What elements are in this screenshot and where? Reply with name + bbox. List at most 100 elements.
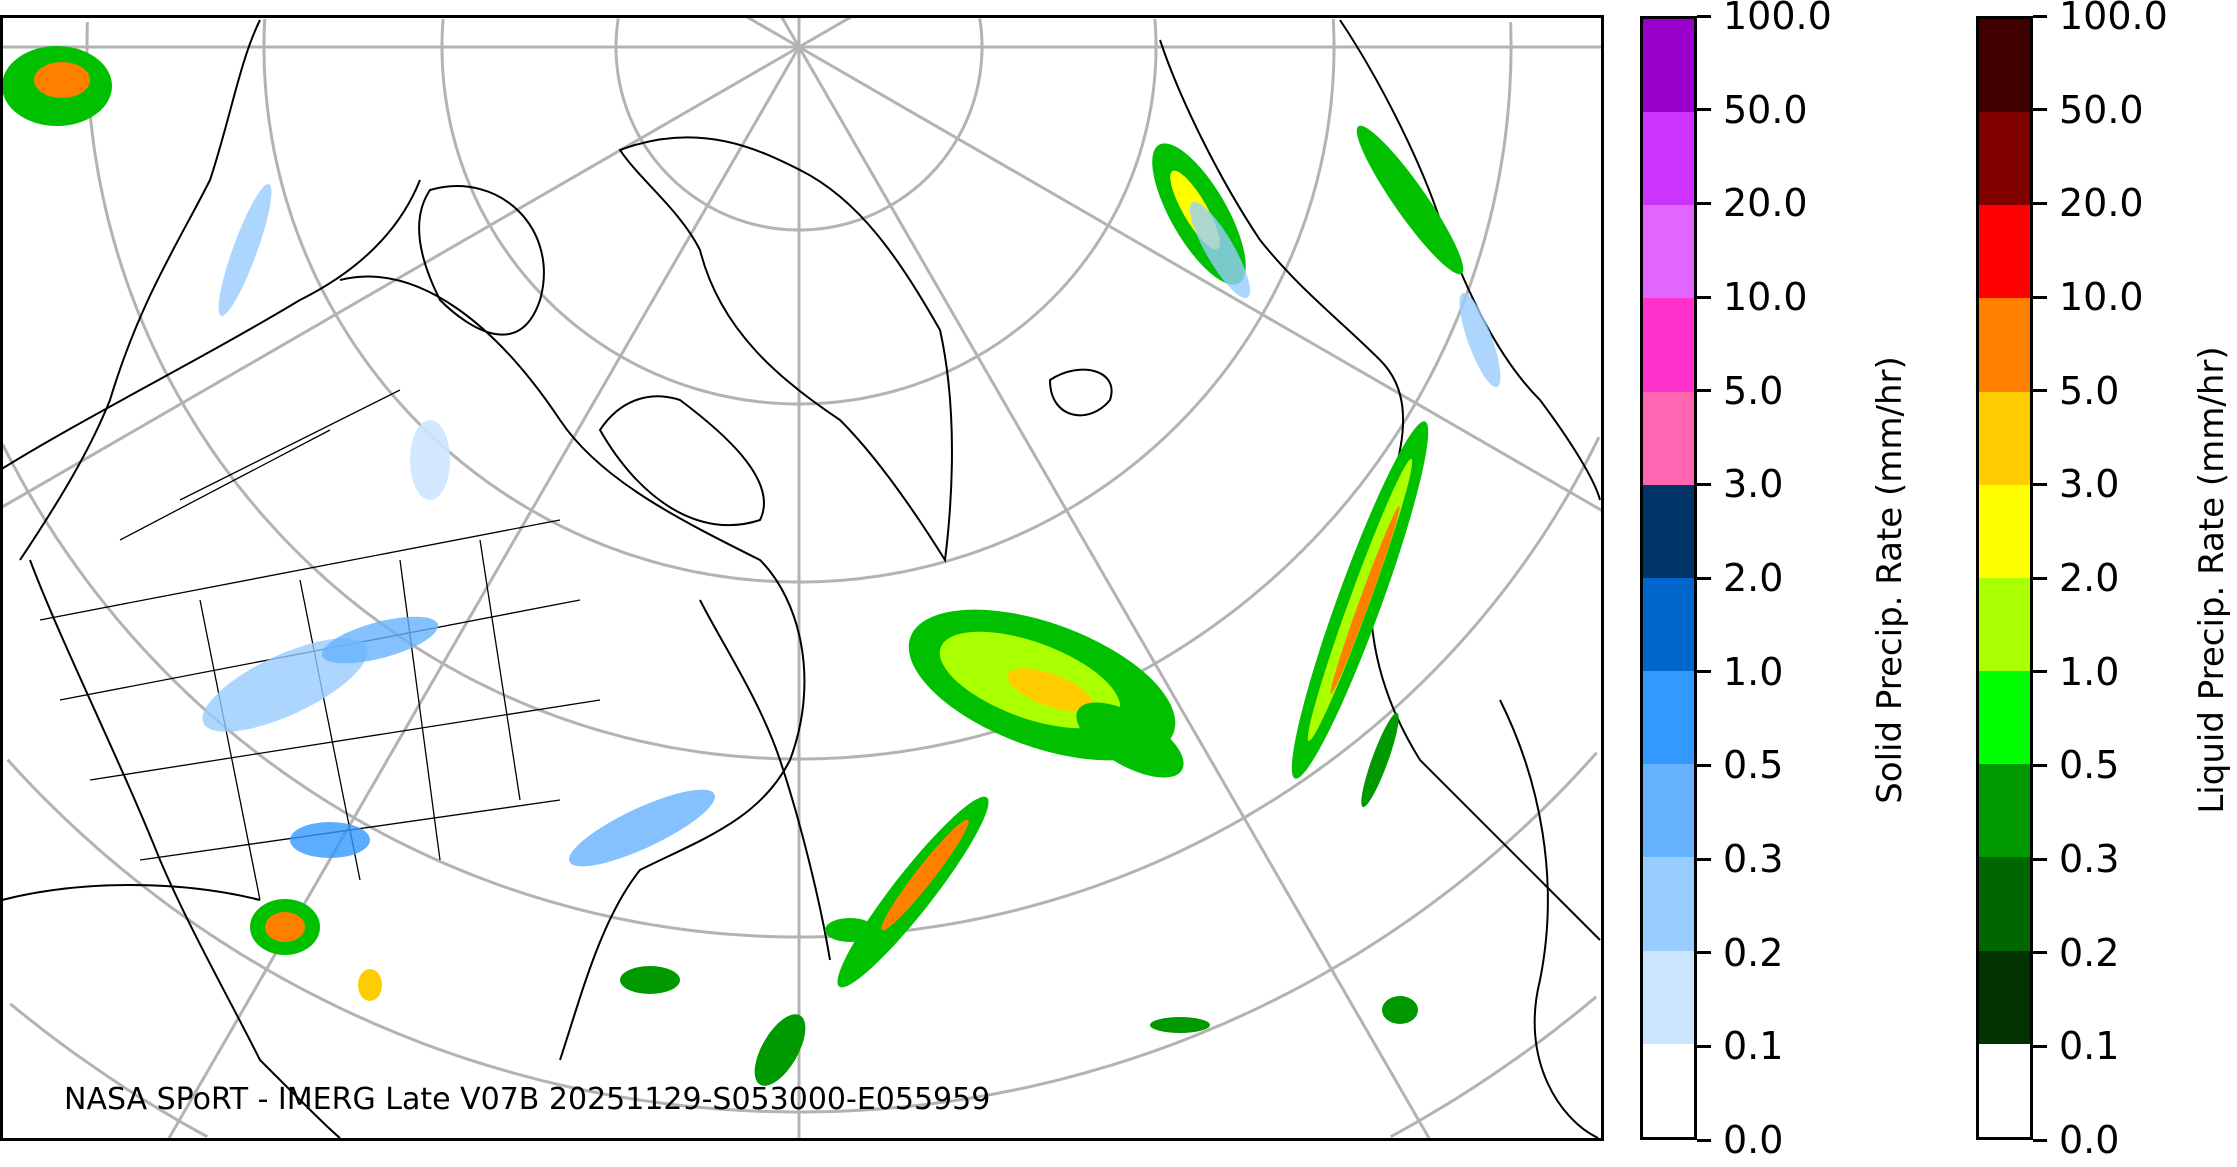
tick-label: 10.0 [2059, 275, 2144, 319]
tick-label: 100.0 [1723, 0, 1832, 38]
meridian-line [746, 16, 800, 49]
colorbar-tick: 5.0 [1697, 372, 1783, 410]
colorbar-bin [1979, 18, 2030, 113]
tick-label: 20.0 [2059, 181, 2144, 226]
tick-mark [1697, 389, 1711, 393]
tick-mark [1697, 763, 1711, 767]
latitude-circle [978, 18, 984, 47]
solid-precip-colorbar [1640, 16, 1697, 1140]
tick-mark [2033, 1044, 2047, 1048]
colorbar-bin [1643, 671, 1694, 765]
tick-label: 0.2 [2059, 930, 2120, 975]
meridian-line [1, 45, 800, 509]
tick-label: 0.5 [2059, 743, 2120, 788]
tick-mark [1697, 576, 1711, 580]
colorbar-bin [1643, 764, 1694, 858]
tick-mark [1697, 1044, 1711, 1048]
meridian-line [780, 16, 801, 48]
colorbar-tick: 0.3 [2033, 840, 2119, 878]
colorbar-bin [1979, 671, 2030, 765]
colorbar-tick: 100.0 [2033, 0, 2168, 35]
colorbar-bin [1979, 484, 2030, 578]
tick-mark [2033, 108, 2047, 112]
tick-mark [2033, 295, 2047, 299]
latitude-circle [440, 18, 1158, 406]
latitude-circle [6, 751, 1598, 1114]
colorbar-bin [1643, 950, 1694, 1044]
colorbar-bin [1643, 391, 1694, 485]
tick-label: 0.1 [1723, 1024, 1784, 1069]
colorbar-tick: 0.0 [2033, 1121, 2119, 1159]
colorbar-tick: 3.0 [2033, 465, 2119, 503]
latitude-circle [1331, 18, 1336, 47]
colorbar-tick: 10.0 [2033, 278, 2144, 316]
liquid-precip-colorbar [1976, 16, 2033, 1140]
data-credit-text: NASA SPoRT - IMERG Late V07B 20251129-S0… [64, 1082, 991, 1117]
colorbar-bin [1643, 577, 1694, 672]
tick-mark [1697, 201, 1711, 205]
tick-mark [2033, 951, 2047, 955]
colorbar-tick: 100.0 [1697, 0, 1832, 35]
tick-label: 0.0 [2059, 1118, 2120, 1162]
map-frame [0, 15, 1604, 1141]
precipitation-map [0, 15, 1604, 1141]
latitude-circle [262, 18, 1336, 584]
colorbar-tick: 2.0 [2033, 559, 2119, 597]
tick-label: 5.0 [1723, 368, 1784, 413]
tick-mark [2033, 482, 2047, 486]
colorbar-bin [1979, 857, 2030, 951]
colorbar-tick: 0.3 [1697, 840, 1783, 878]
latitude-circle [1153, 18, 1158, 47]
tick-mark [1697, 857, 1711, 861]
tick-label: 0.3 [2059, 837, 2120, 881]
colorbar-bin [1979, 391, 2030, 485]
colorbar-bin [1643, 857, 1694, 951]
colorbar-tick: 0.0 [1697, 1121, 1783, 1159]
colorbar-tick: 50.0 [2033, 91, 2144, 129]
tick-label: 50.0 [1723, 87, 1808, 132]
meridian-line [798, 45, 1603, 512]
colorbar-bin [1979, 205, 2030, 299]
liquid-precip-label: Liquid Precip. Rate (mm/hr) [2192, 346, 2232, 814]
colorbar-tick: 10.0 [1697, 278, 1808, 316]
colorbar-tick: 2.0 [1697, 559, 1783, 597]
meridian-line [797, 46, 1431, 1140]
tick-label: 1.0 [1723, 649, 1784, 694]
latitude-circle [614, 18, 984, 232]
colorbar-tick: 0.2 [2033, 934, 2119, 972]
colorbar-tick: 0.5 [1697, 746, 1783, 784]
tick-label: 0.0 [1723, 1118, 1784, 1162]
tick-mark [2033, 670, 2047, 674]
tick-mark [1697, 14, 1711, 18]
tick-label: 3.0 [1723, 462, 1784, 507]
tick-mark [2033, 14, 2047, 18]
colorbar-bin [1979, 950, 2030, 1044]
tick-label: 3.0 [2059, 462, 2120, 507]
meridian-line [798, 16, 852, 49]
tick-label: 20.0 [1723, 181, 1808, 226]
tick-mark [1697, 951, 1711, 955]
liquid-precip [2, 46, 1464, 1086]
colorbar-bin [1979, 577, 2030, 672]
tick-label: 1.0 [2059, 649, 2120, 694]
colorbar-tick: 1.0 [2033, 653, 2119, 691]
colorbar-tick: 50.0 [1697, 91, 1808, 129]
latitude-circle [85, 22, 1513, 761]
colorbar-tick: 0.1 [1697, 1027, 1783, 1065]
latitude-circle [1, 436, 1601, 939]
tick-mark [2033, 389, 2047, 393]
solid-precip-label: Solid Precip. Rate (mm/hr) [1870, 356, 1910, 804]
tick-label: 0.1 [2059, 1024, 2120, 1069]
colorbar-bin [1643, 205, 1694, 299]
colorbar-tick: 0.1 [2033, 1027, 2119, 1065]
tick-label: 0.3 [1723, 837, 1784, 881]
colorbar-bin [1643, 298, 1694, 392]
colorbar-bin [1643, 484, 1694, 578]
tick-mark [1697, 670, 1711, 674]
tick-label: 50.0 [2059, 87, 2144, 132]
colorbar-tick: 0.5 [2033, 746, 2119, 784]
colorbar-tick: 1.0 [1697, 653, 1783, 691]
tick-mark [1697, 1138, 1711, 1142]
tick-mark [2033, 1138, 2047, 1142]
tick-mark [2033, 857, 2047, 861]
